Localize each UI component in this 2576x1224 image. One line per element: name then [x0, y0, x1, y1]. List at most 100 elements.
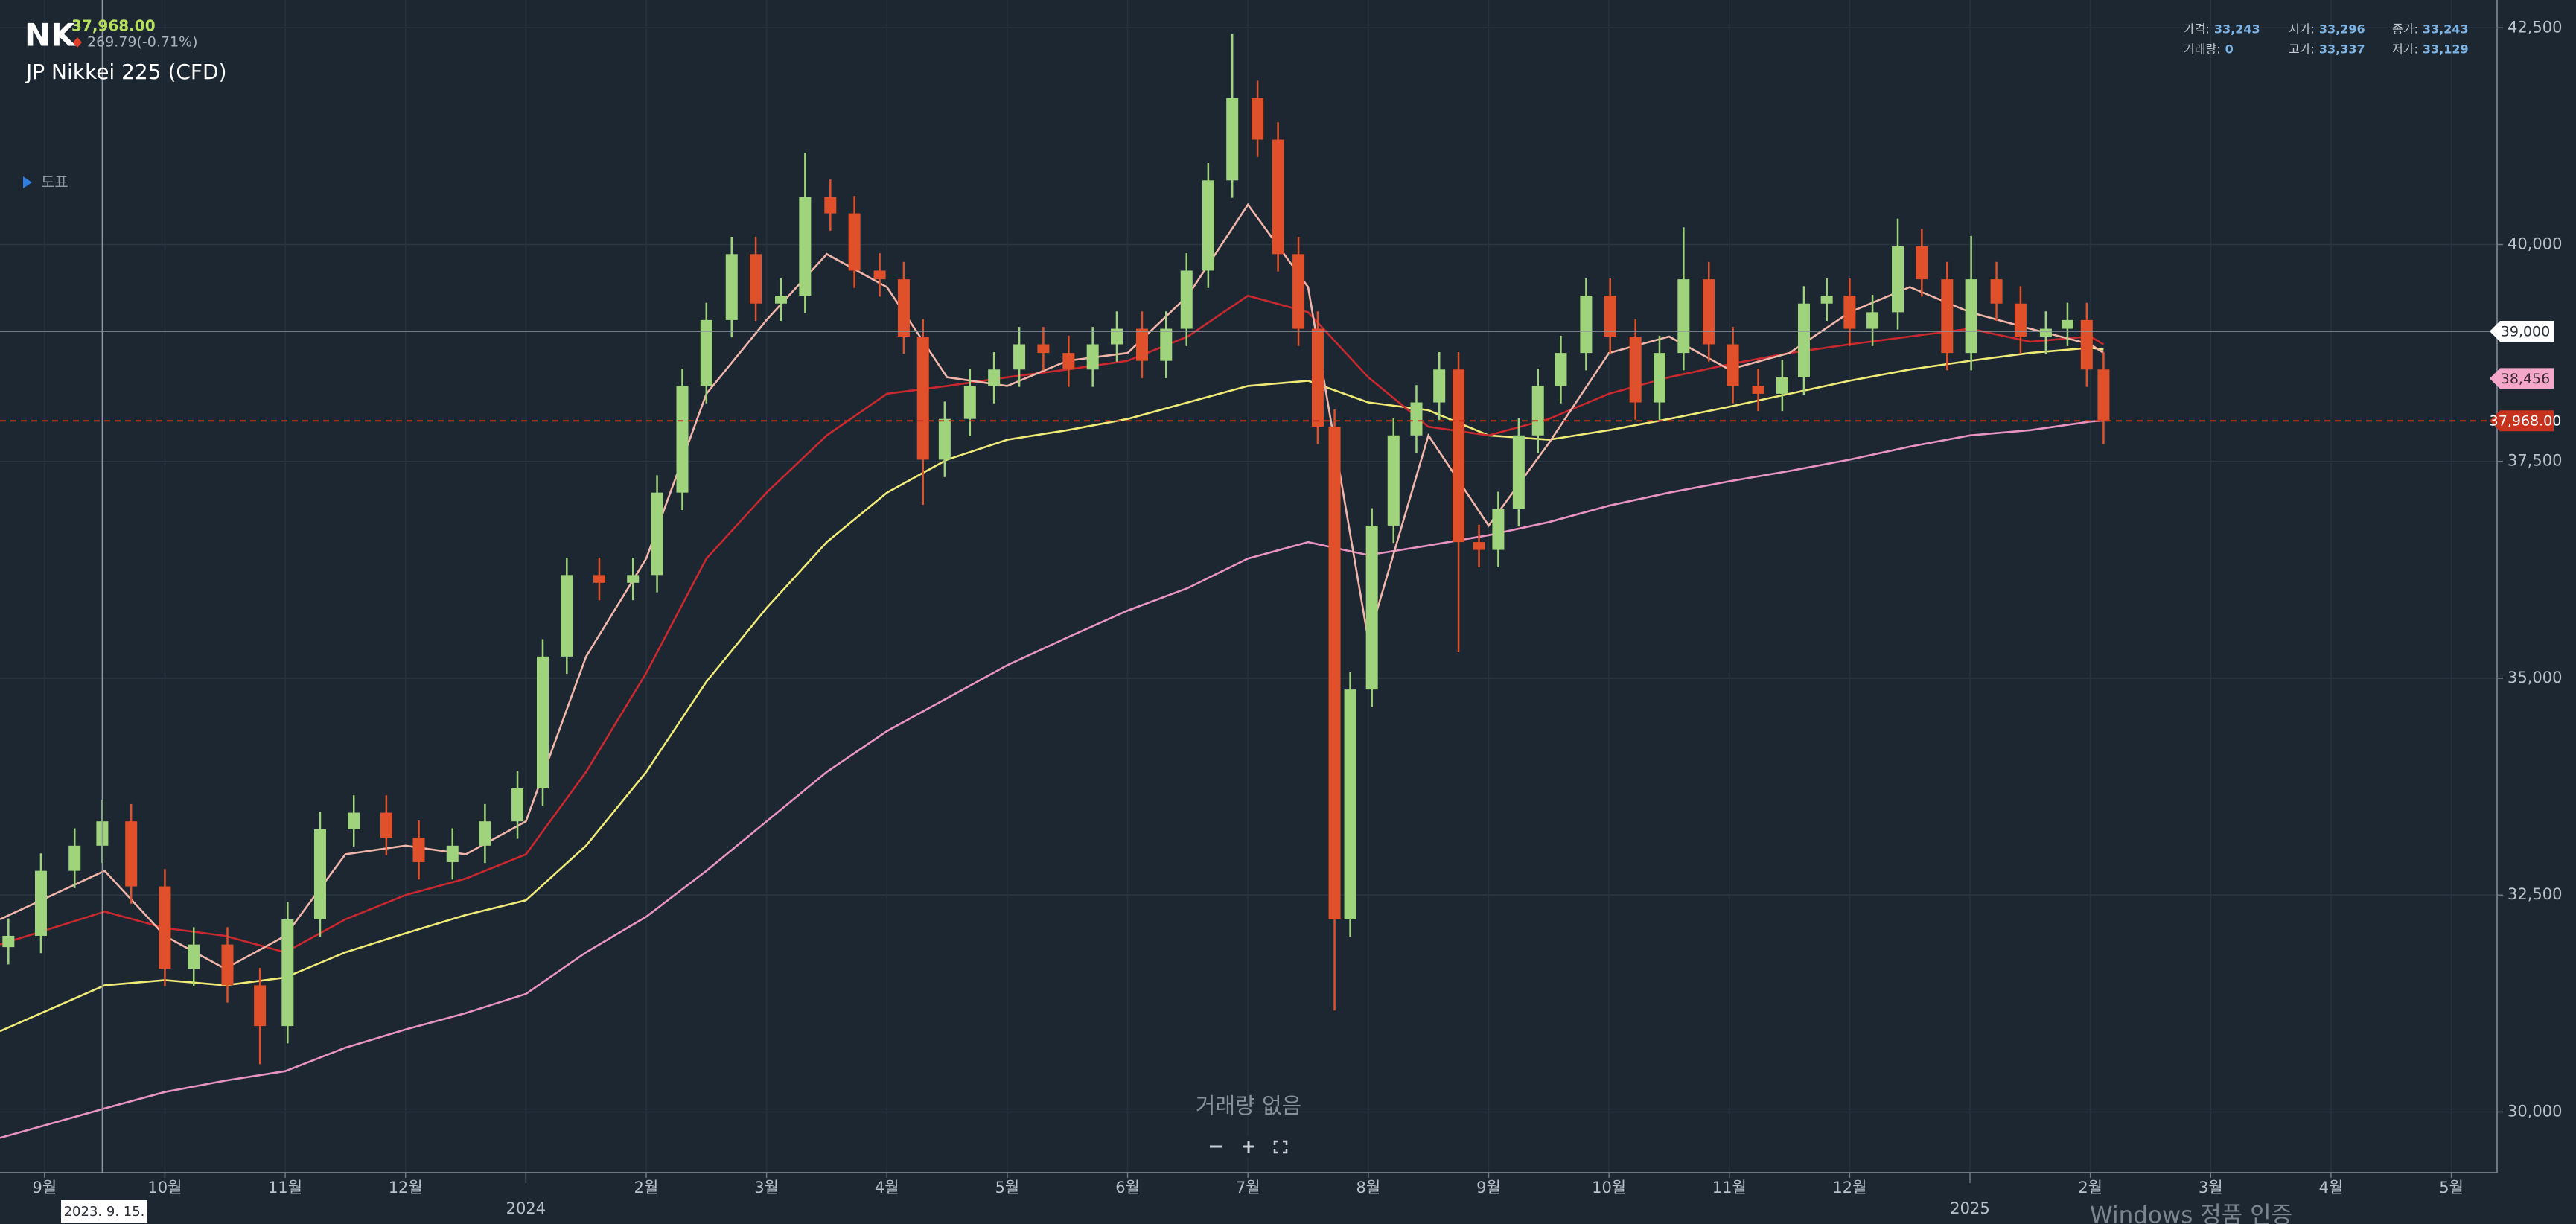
candle-body — [446, 845, 459, 862]
instrument-name: JP Nikkei 225 (CFD) — [25, 60, 227, 84]
watermark: Windows 정품 인증 — [2090, 1202, 2292, 1224]
fit[interactable] — [1269, 1136, 1292, 1157]
info-value: 33,337 — [2319, 42, 2365, 57]
candle-body — [68, 845, 81, 871]
candle-body — [1013, 344, 1026, 370]
info-value: 33,296 — [2319, 22, 2365, 36]
candle-body — [188, 944, 200, 969]
crosshair-price: 39,000 — [2501, 324, 2550, 340]
candle-body — [1226, 98, 1239, 181]
candle-body — [1941, 279, 1954, 354]
candle-body — [348, 812, 360, 829]
candle-body — [1086, 344, 1099, 370]
candle-body — [561, 575, 573, 657]
candle-body — [1843, 296, 1856, 329]
candle-body — [1160, 328, 1173, 361]
candle-body — [651, 492, 663, 576]
candle-body — [1062, 353, 1075, 370]
candle-body — [1202, 180, 1214, 271]
candle-body — [873, 270, 886, 280]
crosshair-price-box — [2490, 321, 2554, 342]
candle-body — [2039, 328, 2052, 337]
candle-body — [1752, 386, 1764, 394]
symbol: NK — [25, 17, 76, 54]
candle-body — [2097, 369, 2110, 421]
x-tick-label: 3월 — [2199, 1179, 2223, 1196]
x-tick-label: 5월 — [2439, 1179, 2464, 1196]
candle-body — [848, 213, 861, 271]
candle-body — [2, 935, 15, 948]
candle-body — [1180, 270, 1193, 329]
candle-body — [536, 656, 549, 788]
toggle-label[interactable]: 도표 — [41, 173, 68, 191]
info-label: 저가: — [2392, 42, 2418, 57]
x-tick-label: 9월 — [1476, 1179, 1501, 1196]
x-tick-label: 7월 — [1236, 1179, 1260, 1196]
zoom-out[interactable] — [1205, 1136, 1227, 1157]
x-tick-label: 2025 — [1950, 1199, 1989, 1217]
candle-body — [1604, 296, 1616, 337]
x-tick-label: 2월 — [634, 1179, 659, 1196]
info-label: 가격: — [2184, 22, 2210, 36]
candle-body — [1492, 509, 1505, 550]
x-tick-label: 11월 — [1712, 1179, 1747, 1196]
info-label: 시가: — [2289, 22, 2315, 36]
candle-body — [1531, 386, 1544, 436]
candle-body — [313, 829, 326, 919]
candle-body — [988, 369, 1001, 386]
zoom-in-icon[interactable] — [1243, 1141, 1254, 1153]
price-tag-box — [2490, 368, 2554, 389]
candle-body — [1820, 296, 1833, 304]
candle-body — [824, 197, 837, 214]
y-tick-label: 30,000 — [2508, 1102, 2562, 1120]
fit-button[interactable] — [1269, 1136, 1292, 1157]
candle-body — [511, 788, 524, 822]
y-tick-label: 40,000 — [2508, 235, 2562, 253]
fit-icon[interactable] — [1273, 1140, 1288, 1154]
candle-body — [1037, 344, 1050, 354]
candle-body — [254, 985, 267, 1027]
x-tick-label: 3월 — [754, 1179, 779, 1196]
zoom-in[interactable] — [1237, 1136, 1260, 1157]
candle-body — [1965, 279, 1977, 354]
candle-body — [750, 254, 762, 304]
info-label: 종가: — [2392, 22, 2418, 36]
candle-body — [1135, 328, 1148, 361]
chart-toggle[interactable]: 도표 — [23, 173, 68, 191]
y-tick-label: 37,500 — [2508, 452, 2562, 470]
candle-body — [1892, 246, 1904, 313]
crosshair-date-box — [61, 1200, 147, 1223]
x-tick-label: 10월 — [147, 1179, 182, 1196]
candle-body — [1292, 254, 1305, 329]
x-tick-label: 6월 — [1115, 1179, 1140, 1196]
candles — [2, 34, 2110, 1065]
candle-body — [627, 575, 640, 583]
toggle-arrow[interactable] — [23, 176, 32, 188]
candle-body — [1677, 279, 1690, 354]
candle-body — [1433, 369, 1446, 403]
candle-body — [1990, 279, 2003, 304]
info-value: 33,243 — [2423, 22, 2469, 36]
y-tick-label: 32,500 — [2508, 885, 2562, 903]
candle-body — [1328, 427, 1341, 919]
candle-body — [1653, 353, 1665, 403]
candle-body — [799, 197, 812, 296]
candle-body — [1387, 435, 1400, 526]
candle-body — [1365, 525, 1378, 690]
last-price: 37,968.00 — [71, 17, 156, 35]
x-tick-label: 2월 — [2078, 1179, 2102, 1196]
zoom-controls — [1205, 1136, 1292, 1157]
candle-body — [34, 870, 47, 936]
candle-body — [1776, 377, 1788, 394]
candle-body — [1580, 296, 1593, 354]
x-tick-label: 9월 — [32, 1179, 57, 1196]
x-tick-label: 2024 — [506, 1199, 546, 1217]
price-change: 269.79(-0.71%) — [87, 34, 198, 51]
x-tick-label: 4월 — [875, 1179, 899, 1196]
info-value: 33,243 — [2214, 22, 2260, 36]
candle-body — [2080, 319, 2093, 370]
candle-body — [1916, 246, 1928, 280]
candle-body — [159, 886, 171, 969]
info-value: 0 — [2225, 42, 2234, 57]
